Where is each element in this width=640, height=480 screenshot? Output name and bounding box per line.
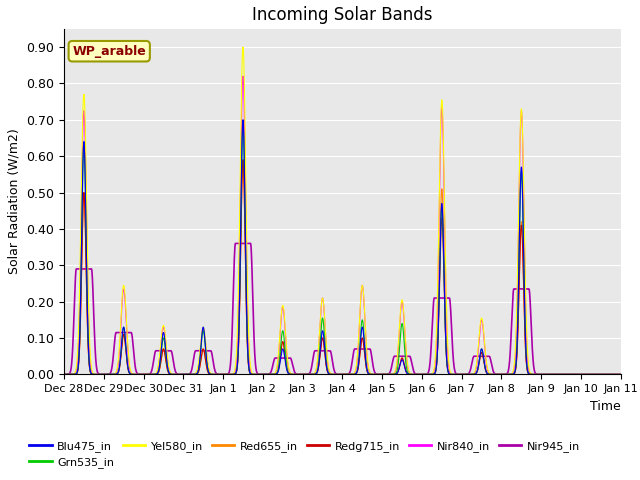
Nir945_in	[437, 295, 445, 301]
X-axis label: Time: Time	[590, 400, 621, 413]
Nir945_in	[609, 372, 617, 377]
Yel580_in	[437, 116, 445, 122]
Blu475_in	[437, 219, 445, 225]
Blu475_in	[90, 372, 97, 377]
Red655_in	[617, 372, 625, 377]
Grn535_in	[206, 371, 214, 377]
Redg715_in	[282, 356, 289, 361]
Nir840_in	[282, 332, 289, 337]
Yel580_in	[330, 372, 337, 377]
Yel580_in	[282, 328, 289, 334]
Yel580_in	[271, 371, 278, 377]
Red655_in	[602, 372, 610, 377]
Nir945_in	[232, 240, 239, 246]
Nir840_in	[330, 372, 337, 377]
Redg715_in	[330, 372, 337, 377]
Line: Grn535_in: Grn535_in	[64, 123, 621, 374]
Blu475_in	[271, 372, 278, 377]
Red655_in	[437, 206, 445, 212]
Nir945_in	[206, 348, 214, 354]
Line: Nir840_in: Nir840_in	[64, 76, 621, 374]
Nir945_in	[282, 355, 289, 361]
Red655_in	[239, 157, 247, 163]
Red655_in	[90, 372, 97, 377]
Line: Nir945_in: Nir945_in	[64, 243, 621, 374]
Nir840_in	[206, 370, 214, 375]
Y-axis label: Solar Radiation (W/m2): Solar Radiation (W/m2)	[8, 129, 20, 275]
Blu475_in	[602, 372, 610, 377]
Legend: Blu475_in, Grn535_in, Yel580_in, Red655_in, Redg715_in, Nir840_in, Nir945_in: Blu475_in, Grn535_in, Yel580_in, Red655_…	[25, 436, 584, 472]
Grn535_in	[602, 372, 610, 377]
Blu475_in	[206, 371, 214, 377]
Redg715_in	[437, 232, 445, 238]
Text: WP_arable: WP_arable	[72, 45, 146, 58]
Nir840_in	[437, 126, 445, 132]
Nir945_in	[90, 295, 97, 301]
Redg715_in	[271, 372, 278, 377]
Red655_in	[271, 372, 278, 377]
Nir945_in	[271, 357, 278, 362]
Red655_in	[206, 371, 214, 377]
Blu475_in	[330, 372, 337, 377]
Redg715_in	[239, 157, 247, 163]
Line: Blu475_in: Blu475_in	[64, 120, 621, 374]
Nir945_in	[617, 372, 625, 377]
Grn535_in	[330, 372, 337, 377]
Line: Red655_in: Red655_in	[64, 160, 621, 374]
Line: Yel580_in: Yel580_in	[64, 47, 621, 374]
Line: Redg715_in: Redg715_in	[64, 160, 621, 374]
Redg715_in	[60, 372, 68, 377]
Yel580_in	[60, 372, 68, 377]
Nir945_in	[330, 365, 337, 371]
Grn535_in	[90, 372, 97, 377]
Grn535_in	[239, 120, 247, 126]
Yel580_in	[206, 369, 214, 374]
Nir840_in	[617, 372, 625, 377]
Yel580_in	[239, 44, 247, 50]
Nir840_in	[271, 371, 278, 377]
Nir840_in	[90, 371, 97, 377]
Redg715_in	[617, 372, 625, 377]
Redg715_in	[206, 371, 214, 377]
Grn535_in	[617, 372, 625, 377]
Nir840_in	[60, 372, 68, 377]
Grn535_in	[437, 223, 445, 228]
Blu475_in	[282, 360, 289, 365]
Red655_in	[330, 372, 337, 377]
Yel580_in	[617, 372, 625, 377]
Grn535_in	[282, 350, 289, 356]
Grn535_in	[60, 372, 68, 377]
Blu475_in	[617, 372, 625, 377]
Yel580_in	[90, 371, 97, 376]
Red655_in	[60, 372, 68, 377]
Grn535_in	[271, 372, 278, 377]
Redg715_in	[90, 372, 97, 377]
Blu475_in	[60, 372, 68, 377]
Redg715_in	[602, 372, 610, 377]
Red655_in	[282, 356, 289, 361]
Nir945_in	[60, 372, 68, 377]
Title: Incoming Solar Bands: Incoming Solar Bands	[252, 6, 433, 24]
Nir840_in	[239, 73, 247, 79]
Blu475_in	[239, 117, 247, 123]
